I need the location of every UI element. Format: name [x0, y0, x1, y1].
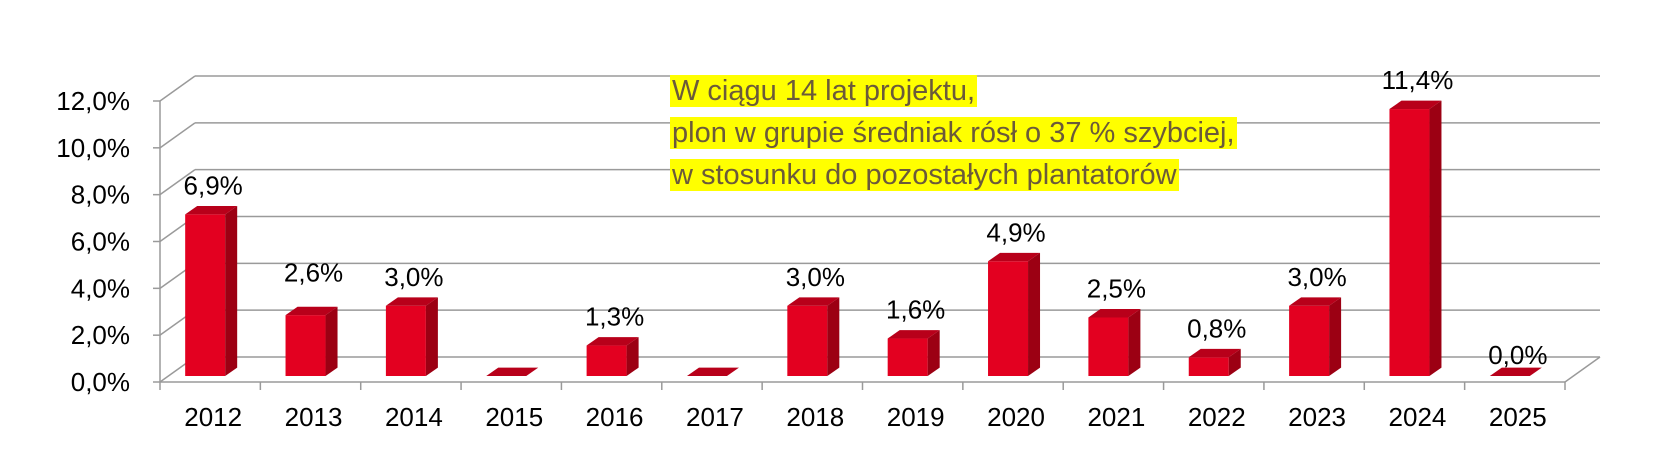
data-label: 2,6%	[284, 258, 343, 288]
bar-2020	[988, 252, 1041, 376]
bar-front	[586, 345, 627, 376]
bar-top	[787, 297, 840, 306]
x-tick-label: 2025	[1489, 402, 1547, 432]
bar-side	[626, 337, 639, 376]
bar-side	[325, 306, 338, 376]
y-tick-label: 2,0%	[71, 320, 130, 350]
bar-top	[385, 297, 438, 306]
data-label: 11,4%	[1382, 65, 1454, 95]
x-tick-label: 2015	[485, 402, 543, 432]
y-tick-label: 12,0%	[56, 86, 130, 116]
data-label: 1,6%	[886, 295, 945, 325]
bar-front	[1188, 357, 1229, 376]
bar-front	[385, 305, 426, 376]
bar-side	[1228, 348, 1241, 376]
y-axis-tick-labels: 0,0% 2,0% 4,0% 6,0% 8,0% 10,0% 12,0%	[56, 86, 130, 397]
bar-side	[425, 297, 438, 376]
bar-top	[1289, 297, 1342, 306]
bar-side	[1329, 297, 1342, 376]
floor-edge	[1564, 356, 1601, 383]
gridline-diagonal	[159, 75, 196, 102]
bar-front	[1088, 317, 1129, 376]
data-labels: 6,9% 2,6% 3,0% 1,3% 3,0% 1,6% 4,9% 2,5% 0,8% 3,0%…	[184, 65, 1548, 370]
x-tick-label: 2017	[686, 402, 744, 432]
bar-side	[1429, 100, 1442, 377]
data-label: 0,0%	[1488, 340, 1547, 370]
data-label: 3,0%	[1287, 262, 1346, 292]
bar-top	[1188, 348, 1241, 358]
bar-top	[586, 337, 639, 346]
x-tick-label: 2012	[184, 402, 242, 432]
y-tick-label: 10,0%	[56, 133, 130, 163]
x-tick-label: 2022	[1188, 402, 1246, 432]
bar-2018	[787, 297, 840, 376]
bar-2013	[285, 306, 338, 376]
bar-2015	[486, 367, 539, 376]
bar-front	[285, 315, 326, 376]
bar-top	[486, 367, 539, 376]
x-tick-label: 2013	[285, 402, 343, 432]
bar-top	[1088, 309, 1141, 318]
y-tick-label: 0,0%	[71, 367, 130, 397]
bar-side	[1028, 252, 1041, 376]
x-tick-label: 2024	[1389, 402, 1447, 432]
x-tick-label: 2020	[987, 402, 1045, 432]
x-tick-label: 2016	[586, 402, 644, 432]
bar-top	[1489, 367, 1542, 376]
bar-front	[988, 261, 1029, 376]
x-axis-tick-labels: 2012 2013 2014 2015 2016 2017 2018 2019 2020 2021…	[184, 402, 1546, 432]
bar-front	[185, 214, 226, 376]
data-label: 2,5%	[1087, 273, 1146, 303]
annotation-line-3: w stosunku do pozostałych plantatorów	[670, 159, 1179, 191]
bar-side	[927, 330, 940, 376]
chart-bars	[185, 100, 1542, 377]
data-label: 3,0%	[786, 262, 845, 292]
x-tick-label: 2014	[385, 402, 443, 432]
bar-top	[988, 252, 1041, 262]
bar-top	[185, 206, 238, 215]
bar-top	[887, 330, 940, 339]
data-label: 1,3%	[585, 302, 644, 332]
y-tick-label: 8,0%	[71, 180, 130, 210]
annotation-line-1: W ciągu 14 lat projektu,	[670, 75, 978, 107]
x-tick-label: 2023	[1288, 402, 1346, 432]
bar-side	[225, 206, 238, 376]
x-tick-label: 2019	[887, 402, 945, 432]
gridline-diagonal	[159, 122, 196, 149]
bar-2023	[1289, 297, 1342, 376]
y-tick-label: 4,0%	[71, 273, 130, 303]
bar-2024	[1389, 100, 1442, 377]
bar-top	[285, 306, 338, 316]
bar-2017	[686, 367, 739, 376]
data-label: 3,0%	[384, 262, 443, 292]
bar-side	[1128, 309, 1141, 376]
bar-side	[827, 297, 840, 376]
bar-front	[1389, 109, 1430, 377]
data-label: 6,9%	[184, 170, 243, 200]
annotation-line-2: plon w grupie średniak rósł o 37 % szybc…	[670, 117, 1237, 149]
y-tick-label: 6,0%	[71, 227, 130, 257]
bar-2014	[385, 297, 438, 376]
bar-2022	[1188, 348, 1241, 376]
bar-front	[887, 338, 928, 376]
gridline-diagonal	[159, 169, 196, 196]
bar-2021	[1088, 309, 1141, 376]
bar-2025	[1489, 367, 1542, 376]
x-tick-label: 2021	[1087, 402, 1145, 432]
bar-2019	[887, 330, 940, 376]
annotation-callout: W ciągu 14 lat projektu, plon w grupie ś…	[670, 70, 1237, 196]
bar-top	[1389, 100, 1442, 110]
bar-2016	[586, 337, 639, 376]
data-label: 0,8%	[1187, 313, 1246, 343]
bar-2012	[185, 206, 238, 376]
bar-front	[787, 305, 828, 376]
x-tick-label: 2018	[786, 402, 844, 432]
bar-front	[1289, 305, 1330, 376]
bar-top	[686, 367, 739, 376]
data-label: 4,9%	[986, 217, 1045, 247]
